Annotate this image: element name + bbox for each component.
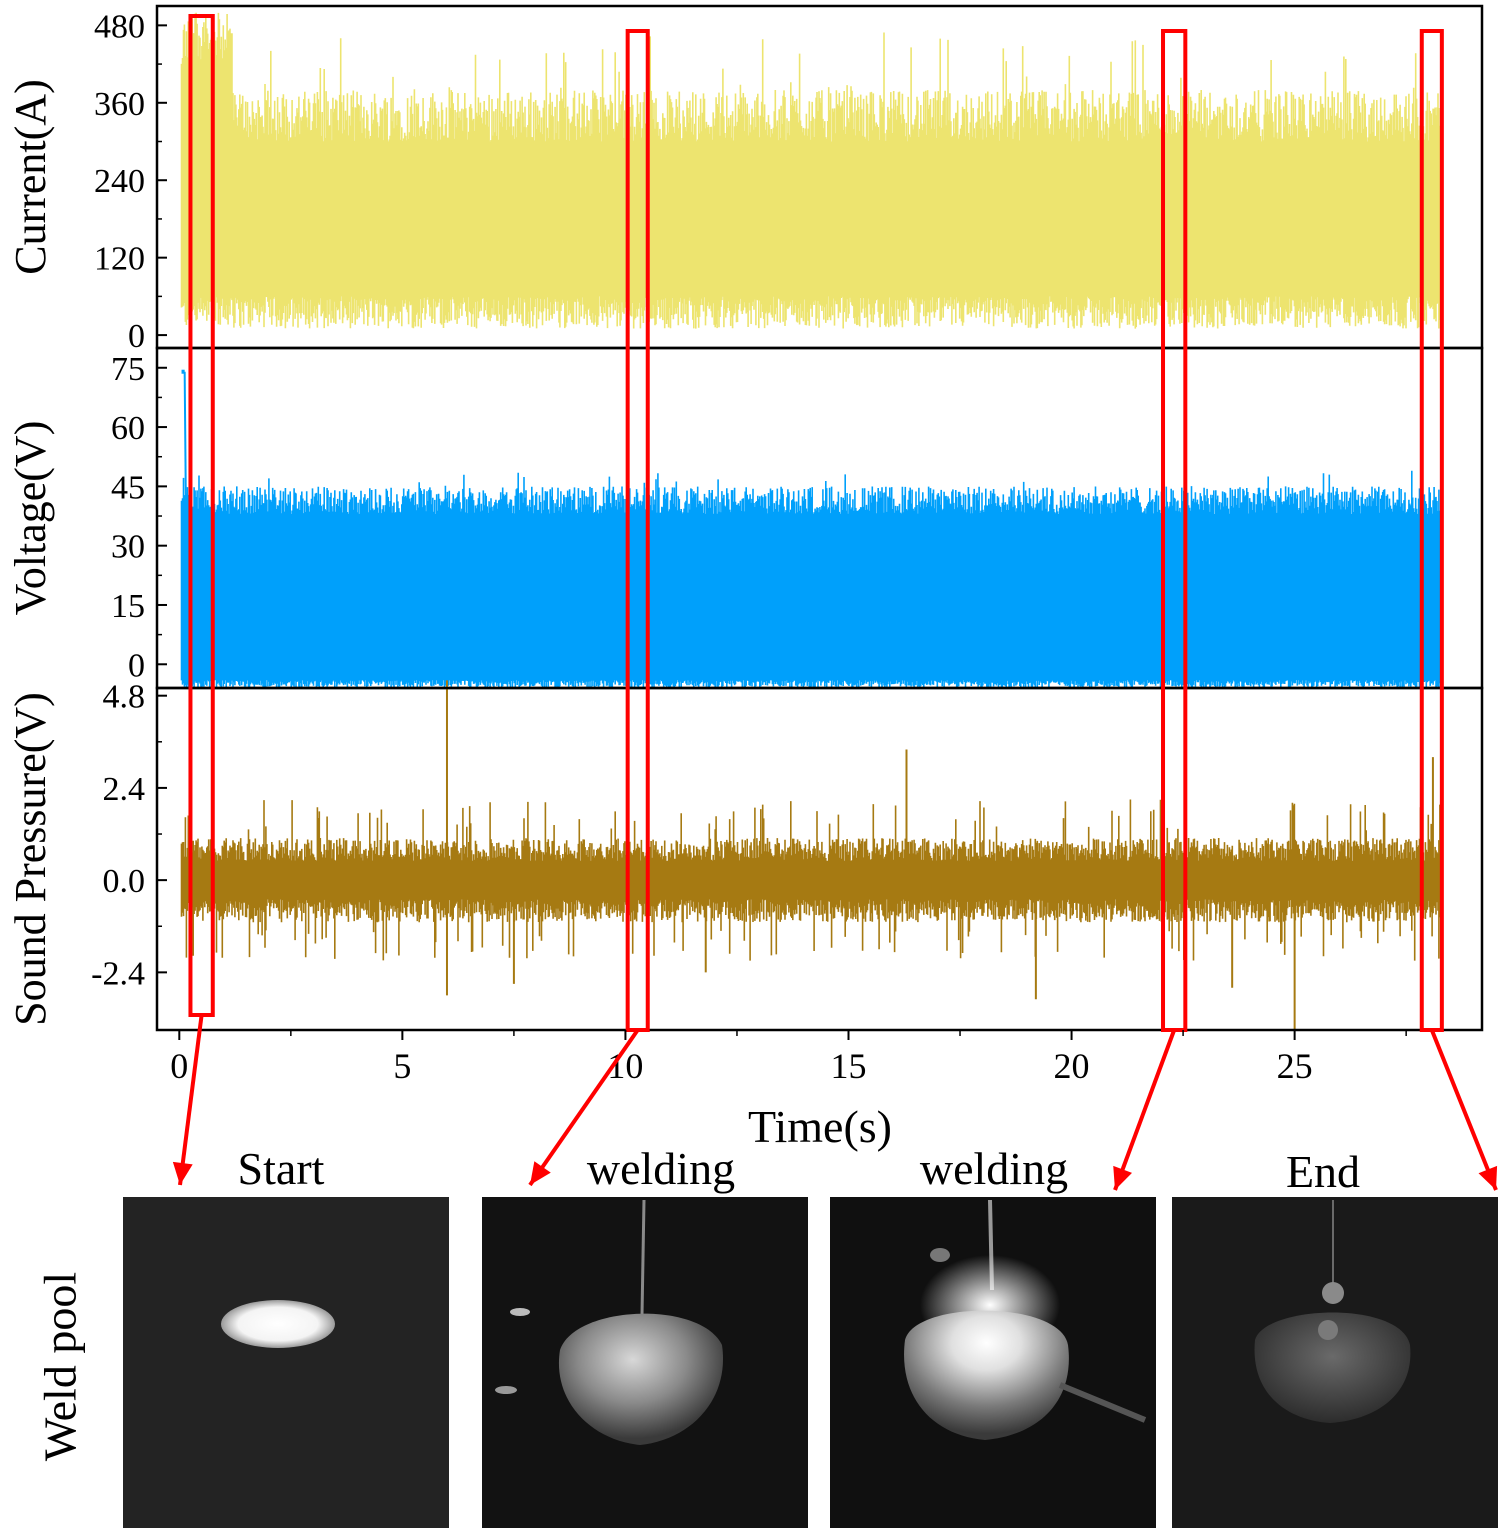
panel-voltage: 0 15 30 45 60 75 Voltage(V) <box>6 346 1484 690</box>
series-sound <box>180 799 1443 961</box>
caption-welding-2: welding <box>919 1143 1069 1194</box>
caption-start: Start <box>237 1143 325 1194</box>
callout-arrow-head <box>1478 1165 1498 1190</box>
y-tick-label: 240 <box>94 163 145 200</box>
panel-current: 0 120 240 360 480 Current(A) <box>6 4 1484 355</box>
y-tick-label: 0.0 <box>103 863 146 900</box>
x-tick-label: 5 <box>393 1046 411 1086</box>
x-axis: 0 5 10 15 20 25 <box>170 1030 1407 1086</box>
y-tick-label: 15 <box>111 588 145 625</box>
y-axis-label: Sound Pressure(V) <box>6 692 55 1026</box>
y-tick-label: 0 <box>128 647 145 684</box>
callout-arrow-head <box>530 1161 551 1185</box>
callout-arrow-line <box>528 1028 640 1187</box>
callout-arrow-line <box>178 1014 204 1186</box>
y-tick-label: 45 <box>111 469 145 506</box>
series-current <box>180 12 1443 329</box>
x-tick-label: 20 <box>1054 1046 1090 1086</box>
y-tick-label: -2.4 <box>91 955 145 992</box>
weld-pool-image-start <box>123 1197 449 1528</box>
voltage-initial-drop <box>183 371 189 665</box>
caption-welding-1: welding <box>586 1143 736 1194</box>
weld-pool-row-label: Weld pool <box>34 1271 86 1462</box>
weld-pool-image-end <box>1172 1197 1498 1528</box>
weld-pool-image-welding-2 <box>830 1197 1156 1528</box>
y-axis-label: Voltage(V) <box>6 421 55 616</box>
panel-sound: -2.4 0.0 2.4 4.8 Sound Pressure(V) <box>6 679 1484 1032</box>
caption-end: End <box>1285 1146 1361 1197</box>
y-tick-label: 0 <box>128 318 145 355</box>
callout-arrows <box>172 1014 1498 1191</box>
y-axis-label: Current(A) <box>6 79 55 275</box>
y-tick-label: 4.8 <box>103 679 146 716</box>
callout-arrow-head <box>172 1161 193 1185</box>
y-tick-label: 480 <box>94 8 145 45</box>
x-tick-label: 0 <box>170 1046 188 1086</box>
y-tick-label: 120 <box>94 241 145 278</box>
y-tick-label: 60 <box>111 410 145 447</box>
callout-arrow-line <box>1113 1029 1177 1191</box>
x-tick-label: 25 <box>1277 1046 1313 1086</box>
y-tick-label: 75 <box>111 351 145 388</box>
y-tick-label: 360 <box>94 86 145 123</box>
weld-pool-image-welding-1 <box>482 1197 808 1528</box>
callout-arrow-head <box>1113 1165 1133 1190</box>
series-voltage <box>180 470 1443 688</box>
x-axis-label: Time(s) <box>748 1101 892 1152</box>
y-tick-label: 2.4 <box>103 771 146 808</box>
callout-arrow-line <box>1429 1029 1498 1191</box>
chart-panels: 0 120 240 360 480 Current(A) 0 15 30 45 60 75 Voltag… <box>6 4 1484 1032</box>
x-tick-label: 15 <box>830 1046 866 1086</box>
y-tick-label: 30 <box>111 529 145 566</box>
panel-frame <box>155 686 1484 1032</box>
